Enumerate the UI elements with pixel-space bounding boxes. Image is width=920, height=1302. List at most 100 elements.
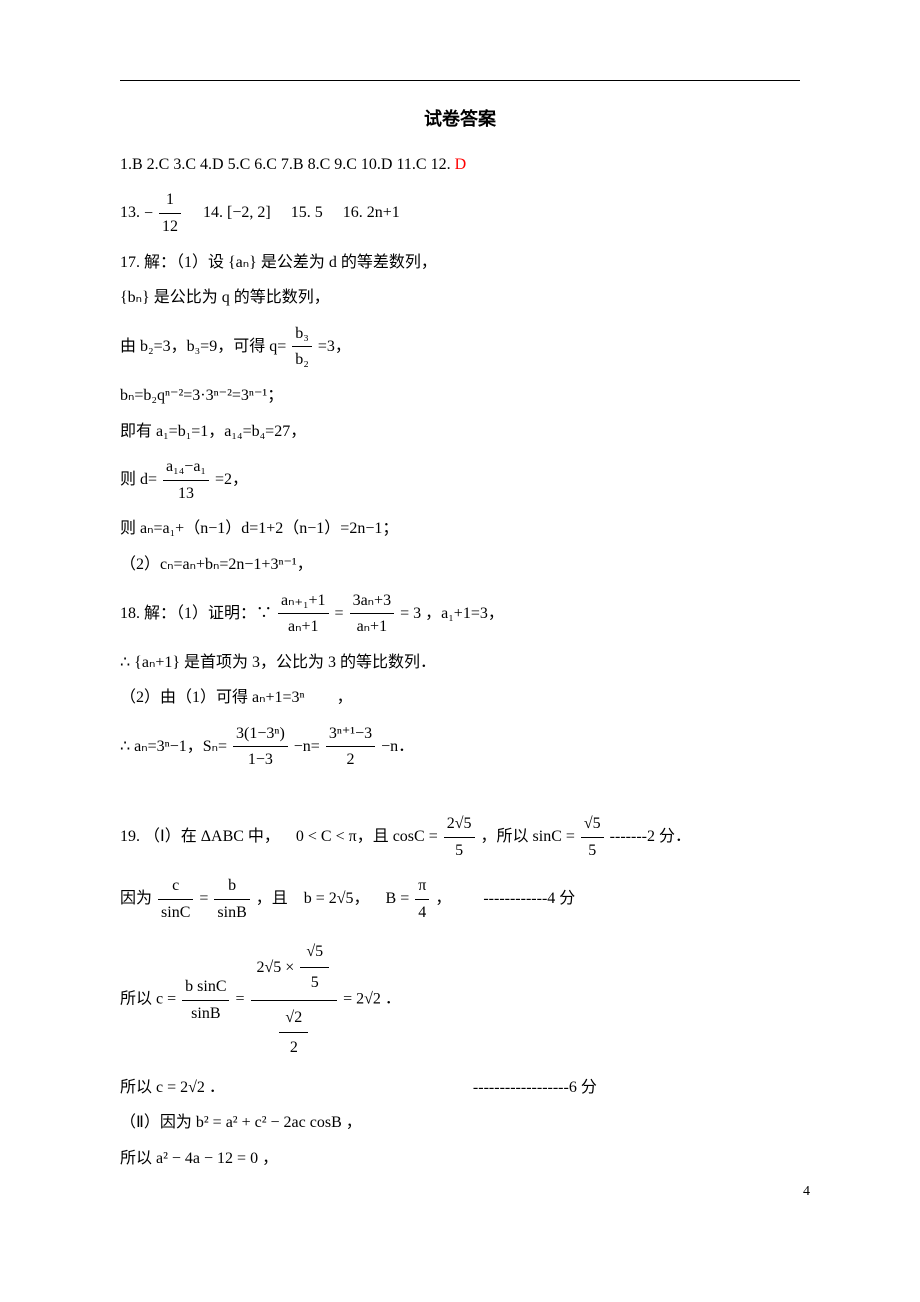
q18-l1-prefix: 18. 解：（1）证明：∵ <box>120 604 276 621</box>
q19-l1-f2-den: 5 <box>581 838 604 864</box>
q19-l2-f2-den: sinB <box>214 900 249 926</box>
q19-l2-mid: = <box>199 890 212 907</box>
q17-l5: 即有 a₁=b₁=1，a₁₄=b₄=27， <box>120 419 800 445</box>
q19-l3-frac1: b sinC sinB <box>182 974 229 1026</box>
q19-l1-frac1: 2√5 5 <box>444 811 475 863</box>
q19-l2-f3-den: 4 <box>415 900 429 926</box>
q17-l3-den: b₂ <box>292 347 312 373</box>
q19-l3-bigfrac: 2√5 × √5 5 √2 2 <box>251 935 338 1064</box>
q19-l4b: ------------------6 分 <box>473 1079 597 1096</box>
q19-l5: （Ⅱ）因为 b² = a² + c² − 2ac cosB ， <box>120 1110 800 1136</box>
q13-num: 1 <box>159 187 181 214</box>
q17-l1: 17. 解：（1）设 {aₙ} 是公差为 d 的等差数列， <box>120 250 800 276</box>
top-rule <box>120 80 800 81</box>
q19-bignum-line: 2√5 × <box>257 955 295 981</box>
q17-l4: bₙ=b₂qⁿ⁻²=3·3ⁿ⁻²=3ⁿ⁻¹； <box>120 383 800 409</box>
q18-l4-suffix: −n． <box>381 738 414 755</box>
q19-l1c: -------2 分． <box>610 828 691 845</box>
q13-fraction: 1 12 <box>159 187 181 239</box>
q19-l1: 19. （Ⅰ）在 ΔABC 中， 0 < C < π，且 cosC = 2√5 … <box>120 811 800 863</box>
q17-l3-suffix: =3， <box>318 338 351 355</box>
q19-l2-f1-den: sinC <box>158 900 193 926</box>
q19-l3a: 所以 c = <box>120 991 180 1008</box>
q19-l2-frac2: b sinB <box>214 873 249 925</box>
q19-l3-f1-den: sinB <box>182 1001 229 1027</box>
q15: 15. 5 <box>291 204 323 221</box>
q18-frac1-den: aₙ+1 <box>278 614 329 640</box>
q19-bignum-inner-num: √5 <box>300 937 329 968</box>
q19-l3-f1-num: b sinC <box>182 974 229 1001</box>
q19-l2b: ，且 b = 2√5， B = <box>256 890 414 907</box>
q13-den: 12 <box>159 214 181 240</box>
q19-l2-f3-num: π <box>415 873 429 900</box>
q17-l6-den: 13 <box>163 481 209 507</box>
q17-l7: 则 aₙ=a₁+（n−1）d=1+2（n−1）=2n−1； <box>120 516 800 542</box>
q17-l3-prefix: 由 b₂=3，b₃=9，可得 q= <box>120 338 286 355</box>
q18-eq3: = 3 <box>400 604 421 621</box>
q19-l3: 所以 c = b sinC sinB = 2√5 × √5 5 √2 2 = 2… <box>120 935 800 1064</box>
q18-l4-frac2: 3ⁿ⁺¹−3 2 <box>326 721 375 773</box>
q19-l6: 所以 a² − 4a − 12 = 0 ， <box>120 1146 800 1172</box>
q18-l3: （2）由（1）可得 aₙ+1=3ⁿ ， <box>120 685 800 711</box>
q19-bigden-inner-num: √2 <box>279 1003 308 1034</box>
mc-answer-12: D <box>451 156 467 173</box>
q13-sign: − <box>144 201 153 227</box>
q18-frac2-den: aₙ+1 <box>350 614 395 640</box>
q17-l3-num: b₃ <box>292 321 312 348</box>
q18-frac2: 3aₙ+3 aₙ+1 <box>350 588 395 640</box>
q19-l1-frac2: √5 5 <box>581 811 604 863</box>
q19-l2a: 因为 <box>120 890 156 907</box>
q19-l2-f1-num: c <box>158 873 193 900</box>
q18-l4-f1-num: 3(1−3ⁿ) <box>233 721 288 748</box>
q19-l1a: 19. （Ⅰ）在 ΔABC 中， 0 < C < π，且 cosC = <box>120 828 442 845</box>
q17-l6-suffix: =2， <box>215 471 248 488</box>
q19-l2-frac1: c sinC <box>158 873 193 925</box>
q18-l4-prefix: ∴ aₙ=3ⁿ−1，Sₙ= <box>120 738 227 755</box>
q19-l3-bigden: √2 2 <box>251 1001 338 1065</box>
document-page: 试卷答案 1.B 2.C 3.C 4.D 5.C 6.C 7.B 8.C 9.C… <box>0 0 920 1222</box>
q19-l3-bignum: 2√5 × √5 5 <box>251 935 338 1000</box>
q17-l6: 则 d= a₁₄−a₁ 13 =2， <box>120 454 800 506</box>
q19-l1-f1-num: 2√5 <box>444 811 475 838</box>
q18-l4-f2-num: 3ⁿ⁺¹−3 <box>326 721 375 748</box>
q19-l1b: ，所以 sinC = <box>481 828 579 845</box>
q18-frac2-num: 3aₙ+3 <box>350 588 395 615</box>
q19-l4a: 所以 c = 2√2 ． <box>120 1079 225 1096</box>
q18-l4-f1-den: 1−3 <box>233 747 288 773</box>
q14: 14. [−2, 2] <box>203 204 271 221</box>
q19-l2-frac3: π 4 <box>415 873 429 925</box>
q18-mid: = <box>335 604 348 621</box>
fill-answers-line: 13. − 1 12 14. [−2, 2] 15. 5 16. 2n+1 <box>120 187 800 239</box>
q18-frac1: aₙ₊₁+1 aₙ+1 <box>278 588 329 640</box>
q18-l4-f2-den: 2 <box>326 747 375 773</box>
q17-l2: {bₙ} 是公比为 q 的等比数列， <box>120 285 800 311</box>
q17-l3-frac: b₃ b₂ <box>292 321 312 373</box>
q19-l2: 因为 c sinC = b sinB ，且 b = 2√5， B = π 4 ，… <box>120 873 800 925</box>
q17-l3: 由 b₂=3，b₃=9，可得 q= b₃ b₂ =3， <box>120 321 800 373</box>
q19-l1-f2-num: √5 <box>581 811 604 838</box>
q19-l3-mid: = <box>235 991 248 1008</box>
page-number: 4 <box>803 1181 810 1203</box>
q19-l2-f2-num: b <box>214 873 249 900</box>
q17-l6-num: a₁₄−a₁ <box>163 454 209 481</box>
q19-bignum-inner-den: 5 <box>300 968 329 998</box>
q18-l4-mid: −n= <box>294 738 320 755</box>
q17-l8: （2）cₙ=aₙ+bₙ=2n−1+3ⁿ⁻¹， <box>120 552 800 578</box>
q19-bigden-inner: √2 2 <box>279 1003 308 1063</box>
q18-l4-frac1: 3(1−3ⁿ) 1−3 <box>233 721 288 773</box>
q19-l2c: ， ------------4 分 <box>435 890 575 907</box>
q18-l1-suffix: ，a₁+1=3， <box>425 604 504 621</box>
page-title: 试卷答案 <box>120 105 800 134</box>
q19-l4: 所以 c = 2√2 ． ------------------6 分 <box>120 1075 800 1101</box>
q19-bignum-inner: √5 5 <box>300 937 329 997</box>
q19-l1-f1-den: 5 <box>444 838 475 864</box>
q19-l3b: = 2√2 ． <box>343 991 401 1008</box>
q19-bigden-inner-den: 2 <box>279 1033 308 1063</box>
q16: 16. 2n+1 <box>343 204 400 221</box>
q18-l1: 18. 解：（1）证明：∵ aₙ₊₁+1 aₙ+1 = 3aₙ+3 aₙ+1 =… <box>120 588 800 640</box>
mc-answers: 1.B 2.C 3.C 4.D 5.C 6.C 7.B 8.C 9.C 10.D… <box>120 156 451 173</box>
q13-prefix: 13. <box>120 204 144 221</box>
spacer <box>120 783 800 801</box>
q18-l4: ∴ aₙ=3ⁿ−1，Sₙ= 3(1−3ⁿ) 1−3 −n= 3ⁿ⁺¹−3 2 −… <box>120 721 800 773</box>
q18-frac1-num: aₙ₊₁+1 <box>278 588 329 615</box>
